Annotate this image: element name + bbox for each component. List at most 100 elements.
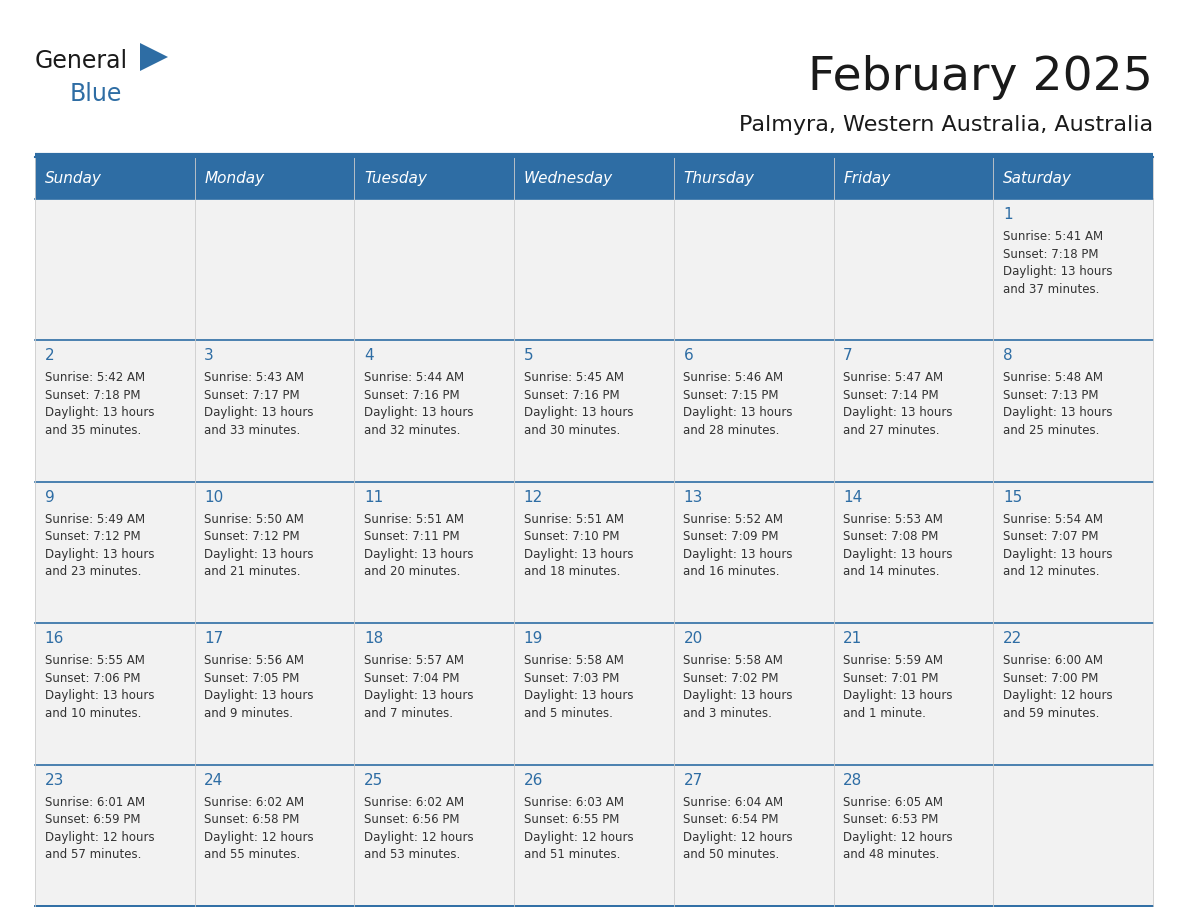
Text: Daylight: 13 hours: Daylight: 13 hours — [683, 689, 792, 702]
Bar — [195, 765, 354, 906]
Text: Sunrise: 6:01 AM: Sunrise: 6:01 AM — [45, 796, 145, 809]
Text: and 50 minutes.: and 50 minutes. — [683, 848, 779, 861]
Text: and 55 minutes.: and 55 minutes. — [204, 848, 301, 861]
Text: Sunrise: 6:04 AM: Sunrise: 6:04 AM — [683, 796, 784, 809]
Text: Sunrise: 5:57 AM: Sunrise: 5:57 AM — [364, 655, 465, 667]
Bar — [993, 341, 1154, 482]
Text: Sunset: 7:17 PM: Sunset: 7:17 PM — [204, 389, 299, 402]
Text: Sunset: 7:13 PM: Sunset: 7:13 PM — [1003, 389, 1099, 402]
Bar — [834, 199, 993, 341]
Bar — [834, 157, 993, 199]
Text: and 1 minute.: and 1 minute. — [843, 707, 925, 720]
Text: Sunset: 7:04 PM: Sunset: 7:04 PM — [364, 672, 460, 685]
Text: Sunset: 7:06 PM: Sunset: 7:06 PM — [45, 672, 140, 685]
Bar — [195, 199, 354, 341]
Text: 9: 9 — [45, 490, 55, 505]
Text: and 30 minutes.: and 30 minutes. — [524, 424, 620, 437]
Text: and 59 minutes.: and 59 minutes. — [1003, 707, 1099, 720]
Text: 6: 6 — [683, 349, 693, 364]
Bar — [34, 765, 195, 906]
Bar — [834, 623, 993, 765]
Text: Daylight: 13 hours: Daylight: 13 hours — [45, 689, 154, 702]
Text: and 57 minutes.: and 57 minutes. — [45, 848, 141, 861]
Text: and 37 minutes.: and 37 minutes. — [1003, 283, 1099, 296]
Bar — [674, 482, 834, 623]
Bar — [354, 765, 514, 906]
Text: and 5 minutes.: and 5 minutes. — [524, 707, 613, 720]
Text: Sunset: 7:03 PM: Sunset: 7:03 PM — [524, 672, 619, 685]
Text: Sunset: 7:16 PM: Sunset: 7:16 PM — [524, 389, 619, 402]
Text: 23: 23 — [45, 773, 64, 788]
Text: Sunrise: 5:45 AM: Sunrise: 5:45 AM — [524, 372, 624, 385]
Text: 5: 5 — [524, 349, 533, 364]
Text: Daylight: 13 hours: Daylight: 13 hours — [843, 407, 953, 420]
Text: Palmyra, Western Australia, Australia: Palmyra, Western Australia, Australia — [739, 115, 1154, 135]
Bar — [195, 341, 354, 482]
Text: and 7 minutes.: and 7 minutes. — [364, 707, 453, 720]
Text: Sunset: 6:54 PM: Sunset: 6:54 PM — [683, 813, 779, 826]
Text: and 48 minutes.: and 48 minutes. — [843, 848, 940, 861]
Text: Sunrise: 5:56 AM: Sunrise: 5:56 AM — [204, 655, 304, 667]
Text: 27: 27 — [683, 773, 702, 788]
Text: Daylight: 12 hours: Daylight: 12 hours — [843, 831, 953, 844]
Bar — [993, 623, 1154, 765]
Text: Sunrise: 5:53 AM: Sunrise: 5:53 AM — [843, 513, 943, 526]
Text: Tuesday: Tuesday — [364, 171, 426, 185]
Bar — [34, 157, 195, 199]
Text: Sunrise: 6:02 AM: Sunrise: 6:02 AM — [204, 796, 304, 809]
Text: Sunset: 7:16 PM: Sunset: 7:16 PM — [364, 389, 460, 402]
Text: Sunset: 7:10 PM: Sunset: 7:10 PM — [524, 531, 619, 543]
Bar — [354, 157, 514, 199]
Text: 25: 25 — [364, 773, 384, 788]
Bar — [674, 199, 834, 341]
Text: and 12 minutes.: and 12 minutes. — [1003, 565, 1099, 578]
Text: 14: 14 — [843, 490, 862, 505]
Text: Sunrise: 5:41 AM: Sunrise: 5:41 AM — [1003, 230, 1102, 243]
Text: Sunset: 6:55 PM: Sunset: 6:55 PM — [524, 813, 619, 826]
Text: Daylight: 13 hours: Daylight: 13 hours — [364, 548, 474, 561]
Polygon shape — [140, 43, 168, 71]
Text: 13: 13 — [683, 490, 703, 505]
Text: 19: 19 — [524, 632, 543, 646]
Text: 8: 8 — [1003, 349, 1012, 364]
Text: and 10 minutes.: and 10 minutes. — [45, 707, 141, 720]
Text: Sunrise: 5:51 AM: Sunrise: 5:51 AM — [524, 513, 624, 526]
Text: Sunset: 7:05 PM: Sunset: 7:05 PM — [204, 672, 299, 685]
Text: Sunset: 7:18 PM: Sunset: 7:18 PM — [1003, 248, 1099, 261]
Text: 12: 12 — [524, 490, 543, 505]
Text: Sunset: 7:09 PM: Sunset: 7:09 PM — [683, 531, 779, 543]
Text: Sunrise: 5:48 AM: Sunrise: 5:48 AM — [1003, 372, 1102, 385]
Bar — [993, 157, 1154, 199]
Text: Daylight: 13 hours: Daylight: 13 hours — [204, 689, 314, 702]
Text: Daylight: 13 hours: Daylight: 13 hours — [1003, 265, 1112, 278]
Text: and 14 minutes.: and 14 minutes. — [843, 565, 940, 578]
Bar — [674, 623, 834, 765]
Text: 22: 22 — [1003, 632, 1022, 646]
Text: Daylight: 13 hours: Daylight: 13 hours — [843, 548, 953, 561]
Text: 24: 24 — [204, 773, 223, 788]
Text: Daylight: 13 hours: Daylight: 13 hours — [683, 407, 792, 420]
Text: 20: 20 — [683, 632, 702, 646]
Text: Sunday: Sunday — [45, 171, 101, 185]
Text: Sunset: 7:12 PM: Sunset: 7:12 PM — [204, 531, 299, 543]
Text: Sunrise: 5:52 AM: Sunrise: 5:52 AM — [683, 513, 783, 526]
Bar — [834, 341, 993, 482]
Text: and 27 minutes.: and 27 minutes. — [843, 424, 940, 437]
Text: Daylight: 13 hours: Daylight: 13 hours — [683, 548, 792, 561]
Text: Saturday: Saturday — [1003, 171, 1072, 185]
Text: February 2025: February 2025 — [808, 55, 1154, 100]
Text: and 23 minutes.: and 23 minutes. — [45, 565, 141, 578]
Text: and 32 minutes.: and 32 minutes. — [364, 424, 461, 437]
Bar — [354, 341, 514, 482]
Text: and 18 minutes.: and 18 minutes. — [524, 565, 620, 578]
Text: 11: 11 — [364, 490, 384, 505]
Text: and 16 minutes.: and 16 minutes. — [683, 565, 781, 578]
Bar — [34, 341, 195, 482]
Text: Sunset: 7:15 PM: Sunset: 7:15 PM — [683, 389, 779, 402]
Text: Sunset: 7:12 PM: Sunset: 7:12 PM — [45, 531, 140, 543]
Text: 28: 28 — [843, 773, 862, 788]
Text: 2: 2 — [45, 349, 55, 364]
Text: Sunset: 6:59 PM: Sunset: 6:59 PM — [45, 813, 140, 826]
Text: Daylight: 13 hours: Daylight: 13 hours — [364, 689, 474, 702]
Text: Daylight: 12 hours: Daylight: 12 hours — [683, 831, 794, 844]
